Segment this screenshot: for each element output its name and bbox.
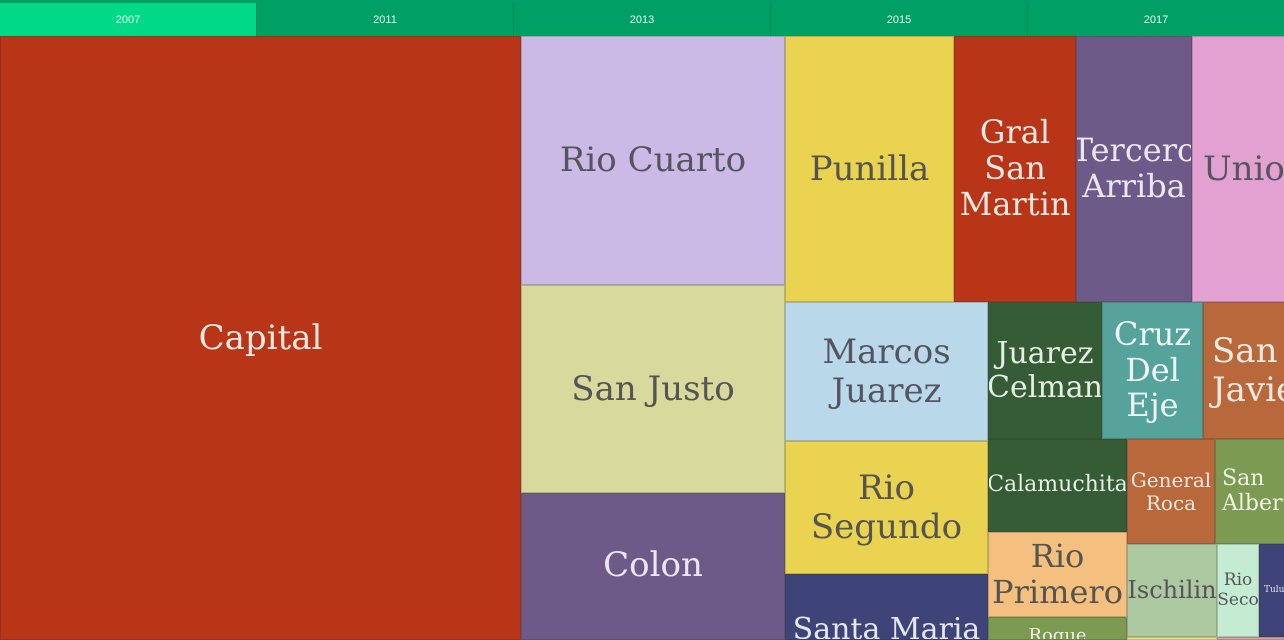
tab-2015[interactable]: 2015 <box>771 3 1028 36</box>
treemap-label: San Javier <box>1212 331 1284 410</box>
treemap-cell-general-roca[interactable]: General Roca <box>1127 439 1215 544</box>
treemap-cell-ischilin[interactable]: Ischilin <box>1127 544 1217 637</box>
treemap-cell-rio-seco[interactable]: Rio Seco <box>1217 544 1259 637</box>
treemap-cell-tercero-arriba[interactable]: Tercero Arriba <box>1076 36 1192 302</box>
treemap-cell-tulumba[interactable]: Tulumba <box>1259 544 1284 637</box>
treemap-label: Rio Cuarto <box>559 140 747 181</box>
treemap-cell-juarez-celman[interactable]: Juarez Celman <box>988 302 1102 439</box>
treemap-label: Rio Segundo <box>810 468 963 547</box>
treemap-cell-san-justo[interactable]: San Justo <box>521 285 785 493</box>
treemap-label: Cruz Del Eje <box>1113 314 1192 425</box>
treemap-label: Punilla <box>809 148 930 189</box>
tab-2011[interactable]: 2011 <box>257 3 514 36</box>
treemap-cell-rio-primero[interactable]: Rio Primero <box>988 532 1127 617</box>
treemap-label: Santa Maria <box>792 612 981 640</box>
treemap-cell-rio-segundo[interactable]: Rio Segundo <box>785 441 988 574</box>
treemap-cell-punilla[interactable]: Punilla <box>785 36 954 302</box>
treemap-label: Rio Seco <box>1217 570 1259 610</box>
treemap-label: Colon <box>603 545 703 586</box>
treemap-label: General Roca <box>1130 468 1212 515</box>
treemap-cell-rio-cuarto[interactable]: Rio Cuarto <box>521 36 785 285</box>
treemap-label: Roque <box>1028 625 1087 640</box>
treemap-label: Juarez Celman <box>988 335 1102 405</box>
treemap-label: Capital <box>198 317 323 358</box>
treemap-label: Rio Primero <box>992 536 1123 611</box>
treemap-chart: Capital Rio Cuarto San Justo Colon Punilla Gr… <box>0 36 1284 640</box>
year-tab-bar: 2007 2011 2013 2015 2017 <box>0 0 1284 36</box>
treemap-cell-santa-maria[interactable]: Santa Maria <box>785 574 988 640</box>
treemap-label: Marcos Juarez <box>822 332 951 411</box>
treemap-cell-capital[interactable]: Capital <box>0 36 521 640</box>
treemap-cell-roque[interactable]: Roque <box>988 617 1127 640</box>
treemap-cell-calamuchita[interactable]: Calamuchita <box>988 439 1127 532</box>
treemap-cell-union[interactable]: Union <box>1192 36 1284 302</box>
treemap-label: Tulumba <box>1264 585 1284 596</box>
treemap-label: Union <box>1203 148 1284 189</box>
treemap-cell-gral-san-martin[interactable]: Gral San Martin <box>954 36 1076 302</box>
treemap-cell-san-javier[interactable]: San Javier <box>1203 302 1284 439</box>
treemap-label: Tercero Arriba <box>1076 131 1192 205</box>
treemap-label: Ischilin <box>1127 576 1217 605</box>
treemap-label: Gral San Martin <box>959 113 1071 223</box>
treemap-cell-marcos-juarez[interactable]: Marcos Juarez <box>785 302 988 441</box>
tab-2007[interactable]: 2007 <box>0 3 257 36</box>
tab-2013[interactable]: 2013 <box>514 3 771 36</box>
tab-2017[interactable]: 2017 <box>1028 3 1284 36</box>
treemap-label: San Justo <box>571 368 735 409</box>
treemap-cell-cruz-del-eje[interactable]: Cruz Del Eje <box>1102 302 1203 439</box>
treemap-label: Calamuchita <box>988 472 1127 498</box>
treemap-cell-san-alberto[interactable]: San Alberto <box>1215 439 1284 544</box>
treemap-label: San Alberto <box>1222 465 1284 516</box>
treemap-cell-colon[interactable]: Colon <box>521 493 785 640</box>
